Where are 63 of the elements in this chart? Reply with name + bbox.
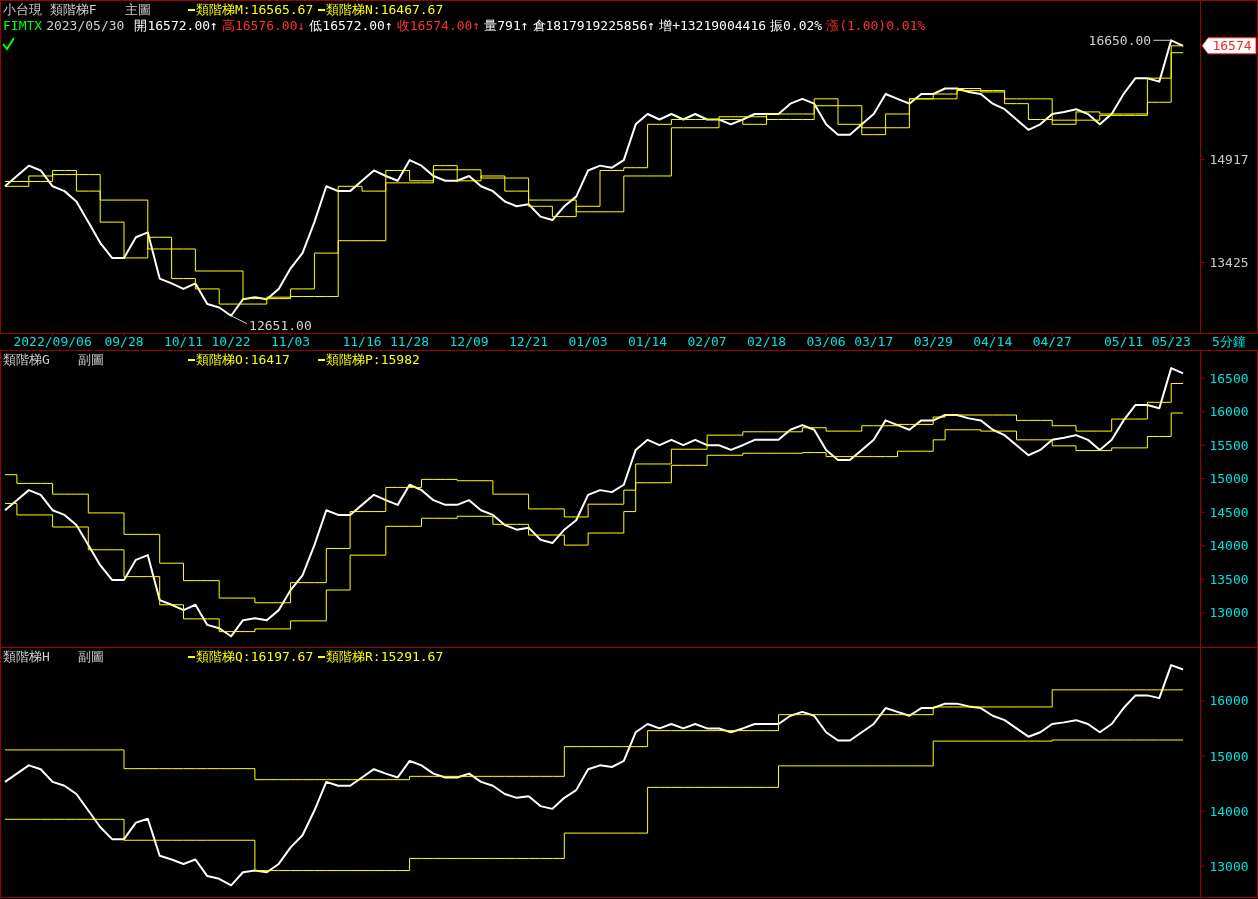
x-tick-label: 10/11 (163, 334, 204, 349)
annotation: 16650.00 (1088, 32, 1152, 48)
y-tick-label: 15000 (1209, 748, 1249, 764)
x-tick-label: 02/18 (747, 334, 787, 349)
annotation: 2023/05/30 (46, 18, 125, 33)
y-tick-label: 16000 (1209, 404, 1249, 420)
text: 16574 (1212, 38, 1252, 54)
annotation: FIMTX (3, 18, 43, 33)
x-tick-label: 05/11 (1104, 334, 1144, 349)
x-tick-label: 11/16 (342, 334, 382, 349)
chart-subtitle: 主圖 (124, 2, 151, 17)
chart-subtitle: 副圖 (77, 352, 104, 367)
y-tick-label: 13425 (1209, 254, 1249, 270)
y-tick-label: 13500 (1209, 571, 1249, 587)
annotation: 收16574.00↑ (396, 18, 481, 33)
x-tick-label: 01/14 (628, 334, 668, 349)
x-tick-label: 03/06 (806, 334, 846, 349)
annotation: 低16572.00↑ (309, 18, 393, 33)
x-tick-label: 11/03 (271, 334, 311, 349)
y-tick-label: 14000 (1209, 538, 1249, 554)
chart-title: 類階梯H (3, 649, 50, 664)
legend-label: 類階梯R:15291.67 (326, 649, 444, 664)
y-tick-label: 15500 (1209, 437, 1249, 453)
line-series (4, 367, 1185, 638)
legend-label: 類階梯Q:16197.67 (196, 649, 314, 664)
chart-title: 小台現 類階梯F (3, 2, 97, 17)
annotation: 增+13219004416 (658, 18, 767, 33)
annotation: 振0.02% (770, 18, 823, 33)
y-tick-label: 16000 (1209, 693, 1249, 709)
x-tick-label: 09/28 (104, 334, 144, 349)
legend-label: 類階梯P:15982 (326, 352, 420, 367)
x-tick-label: 2022/09/06 (13, 334, 92, 349)
x-tick-label: 03/17 (854, 334, 894, 349)
chart-subtitle: 副圖 (77, 649, 104, 664)
y-tick-label: 13000 (1209, 605, 1249, 621)
legend-label: 類階梯O:16417 (196, 352, 290, 367)
x-tick-label: 04/14 (973, 334, 1013, 349)
y-tick-label: 15000 (1209, 471, 1249, 487)
legend-label: 類階梯N:16467.67 (326, 2, 444, 17)
chart-title: 類階梯G (3, 352, 50, 367)
x-tick-label: 10/22 (211, 334, 251, 349)
x-tick-label: 12/21 (509, 334, 549, 349)
line-series (4, 664, 1185, 887)
annotation: 倉1817919225856↑ (532, 18, 656, 33)
y-tick-label: 13000 (1209, 858, 1249, 874)
x-tick-label: 02/07 (687, 334, 727, 349)
x-tick-label: 12/09 (449, 334, 489, 349)
y-tick-label: 14500 (1209, 504, 1249, 520)
x-axis-title: 5分鐘 (1212, 334, 1246, 349)
annotation: 12651.00 (249, 318, 312, 334)
x-tick-label: 03/29 (913, 334, 953, 349)
annotation: 量791↑ (484, 18, 529, 33)
y-tick-label: 14917 (1209, 152, 1249, 168)
annotation: 漲(1.00)0.01% (826, 18, 926, 33)
x-tick-label: 05/23 (1151, 334, 1191, 349)
x-tick-label: 04/27 (1032, 334, 1072, 349)
x-tick-label: 11/28 (390, 334, 430, 349)
y-tick-label: 16500 (1209, 370, 1249, 386)
annotation: 開16572.00↑ (134, 18, 218, 33)
annotation: 高16576.00↓ (221, 18, 306, 33)
x-tick-label: 01/03 (568, 334, 608, 349)
legend-label: 類階梯M:16565.67 (196, 2, 314, 17)
y-tick-label: 14000 (1209, 803, 1249, 819)
